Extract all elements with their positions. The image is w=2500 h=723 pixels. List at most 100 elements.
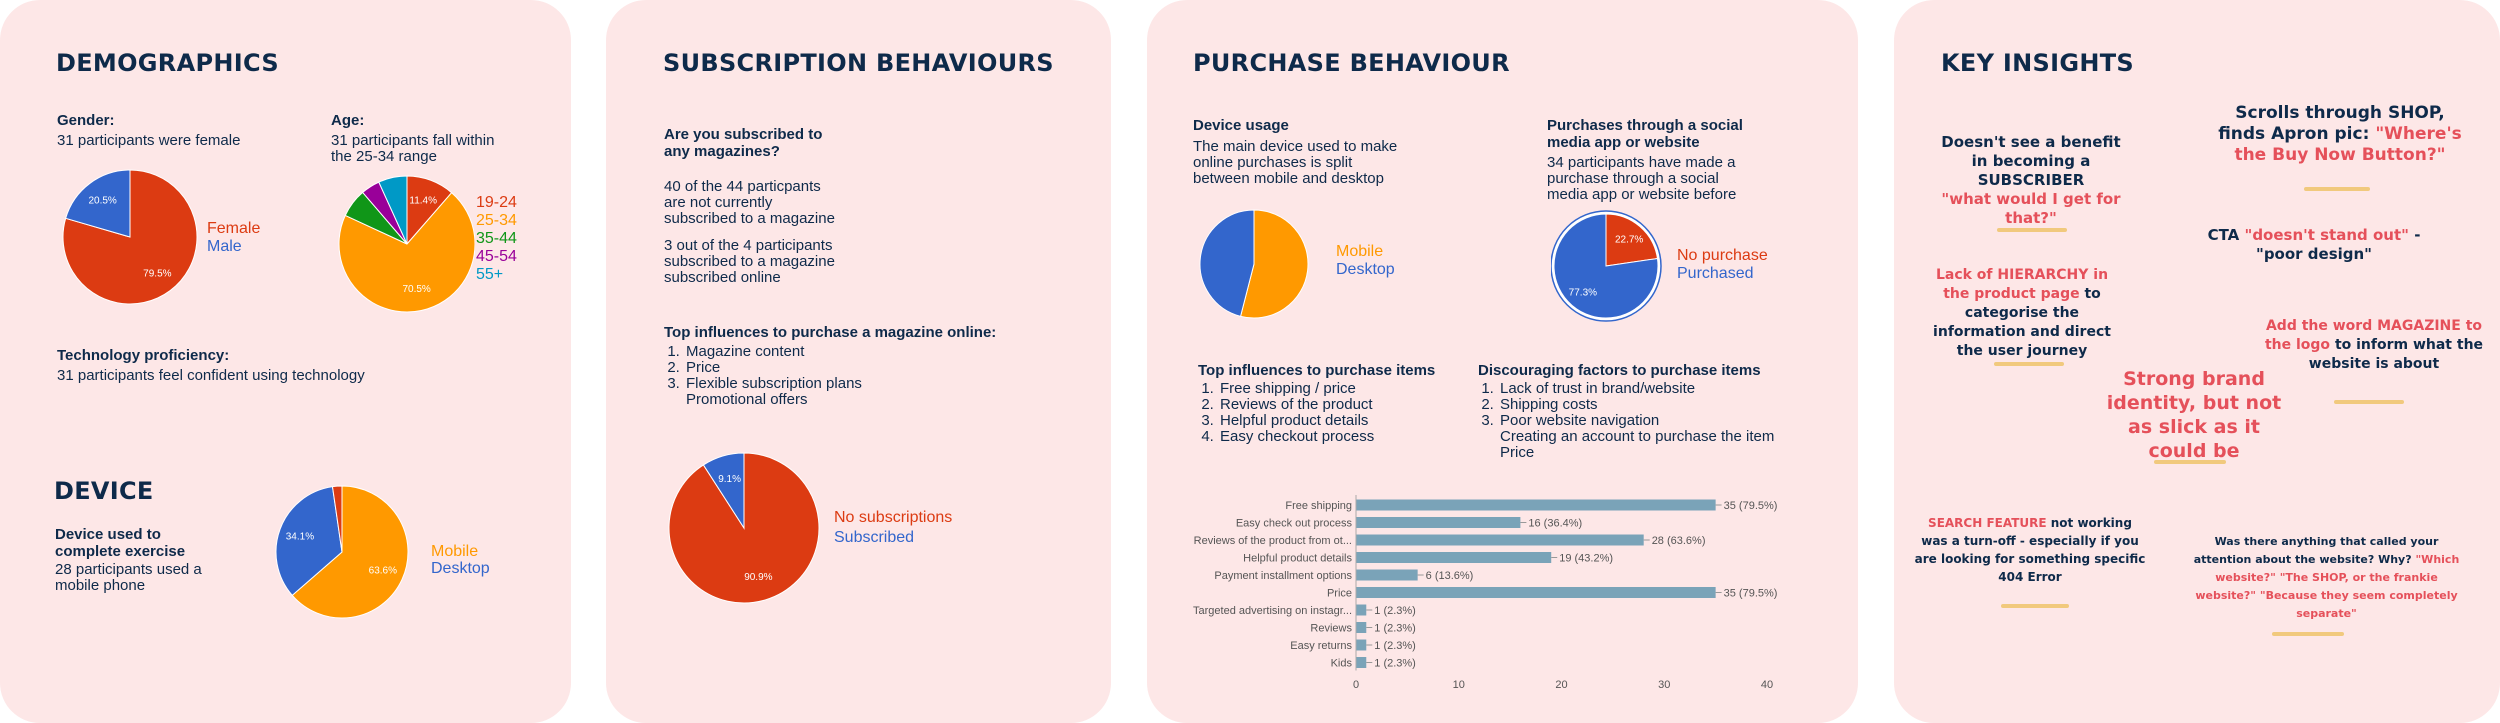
bar [1356, 639, 1367, 651]
pie-slice [275, 486, 343, 597]
pie-data-label: 79.5% [143, 268, 171, 279]
legend-55-plus: 55+ [476, 266, 504, 283]
insight-subscriber: Doesn't see a benefit in becoming a SUBS… [1931, 133, 2131, 228]
bar-category-label: Targeted advertising on instagr... [1193, 605, 1352, 617]
insight-buy-now: Scrolls through SHOP, finds Apron pic: "… [2212, 103, 2468, 166]
purchase-influences-heading: Top influences to purchase items [1198, 362, 1436, 379]
purchase-influences-bar-chart: Free shipping 35 (79.5%) Easy check out pr… [1193, 495, 1778, 691]
insight-quote: "Which website?" "The SHOP, or the frank… [2195, 553, 2460, 620]
pie-slice [331, 485, 343, 553]
insights-title: KEY INSIGHTS [1941, 49, 2134, 77]
bar-category-label: Kids [1331, 658, 1353, 670]
insight-text: CTA [2207, 226, 2240, 244]
device-usage-text: The main device used to make online purc… [1193, 138, 1398, 187]
insight-quote: "Where's the Buy Now Button?" [2234, 124, 2462, 165]
divider [2272, 632, 2344, 636]
pie-data-label: 11.4% [409, 196, 437, 207]
legend-19-24: 19-24 [476, 194, 517, 211]
legend-no-subscriptions: No subscriptions [834, 509, 953, 526]
gender-pie: 79.5% 20.5% [62, 169, 198, 305]
pie-data-label: 34.1% [286, 531, 314, 542]
bar-value-label: 1 (2.3%) [1374, 658, 1416, 670]
divider [2334, 400, 2404, 404]
insight-text: Was there anything that called your atte… [2193, 535, 2439, 566]
legend-purchased: Purchased [1677, 265, 1754, 282]
list-item: Flexible subscription plans [684, 376, 862, 392]
bar [1356, 569, 1418, 581]
list-item: Free shipping / price [1218, 381, 1374, 397]
pie-data-label: 20.5% [88, 196, 116, 207]
x-tick-label: 0 [1353, 679, 1359, 691]
pie-data-label: 9.1% [718, 474, 741, 485]
insight-quote: Strong brand identity, but not as slick … [2106, 368, 2282, 462]
divider [1994, 362, 2064, 366]
insight-text: Doesn't see a benefit in becoming a SUBS… [1941, 133, 2121, 189]
insight-brand: Strong brand identity, but not as slick … [2104, 367, 2284, 463]
bar-value-label: 35 (79.5%) [1724, 500, 1778, 512]
bar-category-label: Easy check out process [1236, 518, 1353, 530]
bar-value-label: 28 (63.6%) [1652, 535, 1706, 547]
subscription-text-1: 40 of the 44 particpants are not current… [664, 178, 835, 227]
pie-data-label: 90.9% [744, 572, 772, 583]
subscription-text-2: 3 out of the 4 participants subscribed t… [664, 237, 835, 286]
bar-category-label: Reviews [1310, 623, 1352, 635]
pie-data-label: 22.7% [1615, 234, 1643, 245]
bar [1356, 552, 1552, 563]
bar [1356, 657, 1367, 668]
bar [1356, 534, 1644, 546]
age-text: 31 participants fall within the 25-34 ra… [331, 132, 495, 165]
bar-value-label: 1 (2.3%) [1374, 605, 1416, 617]
legend-desktop: Desktop [431, 560, 490, 577]
insight-text: to categorise the information and direct… [1933, 286, 2111, 359]
social-pie: 22.7% 77.3% [1551, 210, 1662, 322]
subscription-title: SUBSCRIPTION BEHAVIOURS [663, 49, 1054, 77]
divider [1997, 228, 2067, 232]
list-item: Poor website navigation [1498, 413, 1774, 429]
insight-quote: Add the word MAGAZINE to the logo [2264, 318, 2483, 353]
x-tick-label: 30 [1658, 679, 1670, 691]
device-usage-pie [1199, 209, 1309, 319]
bar-category-label: Easy returns [1290, 640, 1352, 652]
discouraging-list: Lack of trust in brand/website Shipping … [1478, 381, 1774, 461]
legend-35-44: 35-44 [476, 230, 517, 247]
list-item-extra: Creating an account to purchase the item [1500, 428, 1775, 445]
divider [2154, 460, 2226, 464]
list-item: Price [684, 360, 862, 376]
bar-category-label: Helpful product details [1243, 553, 1352, 565]
tech-heading: Technology proficiency: [57, 347, 230, 364]
bar-value-label: 19 (43.2%) [1559, 553, 1613, 565]
insight-cta: CTA "doesn't stand out" - "poor design" [2184, 226, 2444, 264]
magazine-influences-heading: Top influences to purchase a magazine on… [664, 324, 997, 341]
list-item-extra: Price [1500, 444, 1535, 461]
legend-female: Female [207, 220, 261, 237]
bar-value-label: 16 (36.4%) [1528, 518, 1582, 530]
social-text: 34 participants have made a purchase thr… [1547, 154, 1737, 203]
bar [1356, 604, 1367, 616]
insight-logo: Add the word MAGAZINE to the logo to inf… [2264, 317, 2484, 374]
divider [2304, 187, 2370, 191]
gender-heading: Gender: [57, 112, 115, 129]
insight-text: "poor design" [2256, 245, 2372, 263]
age-pie: 11.4% 70.5% [338, 175, 475, 313]
pie-slice [291, 485, 409, 619]
subscription-question: Are you subscribed to any magazines? [664, 126, 823, 160]
demographics-title: DEMOGRAPHICS [56, 49, 279, 77]
insight-text: 404 Error [1998, 570, 2062, 584]
purchase-influences-list: Free shipping / price Reviews of the pro… [1198, 381, 1374, 445]
pie-slice [1605, 213, 1659, 267]
bar-value-label: 1 (2.3%) [1374, 640, 1416, 652]
bar-category-label: Price [1327, 588, 1352, 600]
pie-slice [65, 169, 131, 238]
list-item: Shipping costs [1498, 397, 1774, 413]
pie-slice [1553, 213, 1659, 319]
x-tick-label: 40 [1761, 679, 1773, 691]
insight-quote: SEARCH FEATURE [1928, 516, 2047, 530]
list-item: Helpful product details [1218, 413, 1374, 429]
device-usage-heading: Device usage [1193, 117, 1289, 134]
pie-data-label: 77.3% [1569, 288, 1597, 299]
device-title: DEVICE [54, 477, 154, 505]
insight-text: not working was a turn-off - especially … [1914, 516, 2146, 566]
device-pie: 63.6% 34.1% [275, 485, 409, 619]
insights-panel: KEY INSIGHTS Doesn't see a benefit in be… [1894, 0, 2500, 723]
pie-slice [62, 169, 198, 305]
